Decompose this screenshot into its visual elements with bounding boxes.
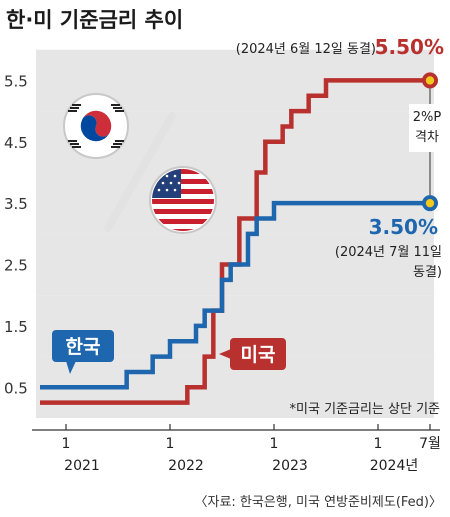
y-tick-label: 1.5: [4, 318, 28, 336]
legend-us: 미국: [219, 338, 286, 370]
x-tick-month: 7월: [419, 436, 441, 452]
x-tick-month: 1: [270, 436, 279, 452]
us-date-annotation: (2024년 6월 12일 동결): [236, 42, 376, 57]
gap-label-2: 격차: [415, 130, 439, 145]
legend-us-label: 미국: [241, 344, 276, 366]
korea-flag-icon: [63, 93, 129, 159]
series-lines: [40, 78, 430, 405]
kr-date-annotation-1: (2024년 7월 11일: [335, 245, 442, 260]
y-tick-label: 0.5: [4, 379, 28, 397]
y-tick-label: 5.5: [4, 72, 28, 90]
chart-title: 한·미 기준금리 추이: [6, 8, 183, 32]
marker-center: [425, 198, 435, 208]
kr-value-label: 3.50%: [369, 215, 438, 239]
x-tick-year: 2024년: [370, 458, 419, 474]
us-value-label: 5.50%: [375, 35, 444, 59]
x-tick-year: 2023: [272, 458, 308, 474]
x-tick-month: 1: [62, 436, 71, 452]
kr-date-annotation-2: 동결): [413, 265, 442, 280]
marker-center: [425, 76, 435, 85]
chart-note: *미국 기준금리는 상단 기준: [290, 402, 440, 417]
legend-korea: 한국: [52, 330, 114, 374]
legend-korea-label: 한국: [66, 336, 101, 358]
chart-source: 〈자료: 한국은행, 미국 연방준비제도(Fed)〉: [194, 494, 442, 510]
x-tick-year: 2021: [64, 458, 100, 474]
versus-slash-icon: [104, 112, 176, 232]
us-flag-icon: [149, 166, 217, 234]
end-markers: [422, 72, 438, 212]
x-tick-year: 2022: [168, 458, 204, 474]
gap-annotation: 2%P 격차: [409, 88, 445, 196]
us-rate-line: [40, 78, 430, 405]
korea-rate-line: [40, 200, 430, 390]
gap-label-1: 2%P: [413, 110, 442, 125]
y-tick-label: 4.5: [4, 134, 28, 152]
x-tick-month: 1: [374, 436, 383, 452]
y-tick-label: 3.5: [4, 195, 28, 213]
y-axis-labels: 0.5 1.5 2.5 3.5 4.5 5.5: [4, 72, 28, 397]
x-tick-month: 1: [166, 436, 175, 452]
y-tick-label: 2.5: [4, 257, 28, 275]
